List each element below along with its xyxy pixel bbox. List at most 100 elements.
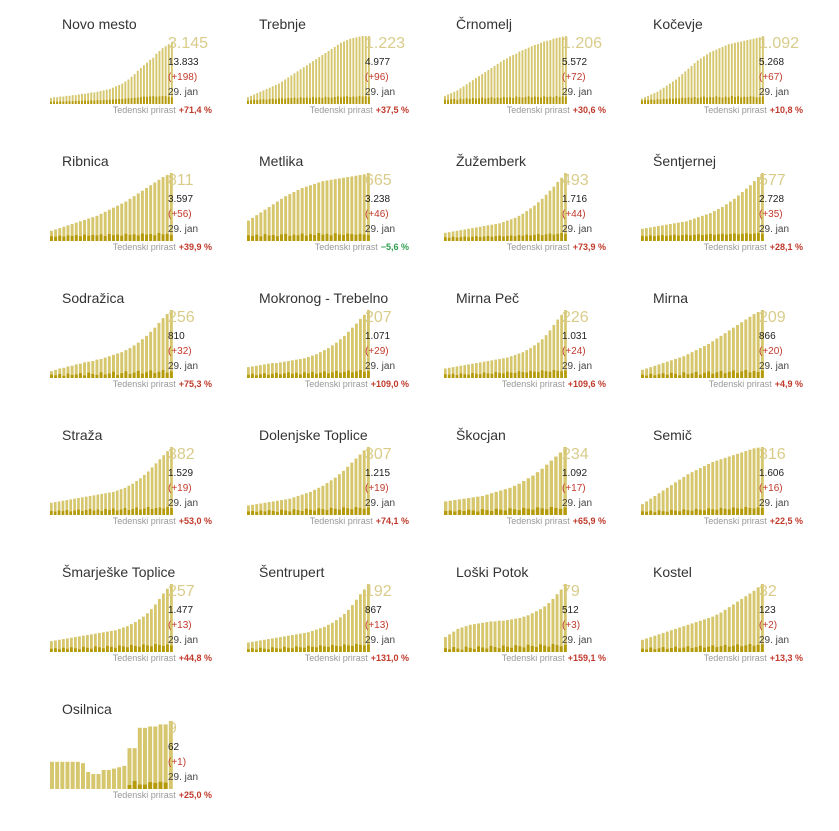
- total-bar: [170, 447, 173, 515]
- new-cases-bar: [515, 96, 518, 104]
- new-cases-bar: [723, 508, 727, 515]
- new-cases-bar: [366, 235, 370, 241]
- total-cases-value: 3.238: [365, 194, 391, 205]
- new-cases-bar: [74, 648, 77, 652]
- new-cases-bar: [665, 235, 668, 241]
- total-bar: [674, 482, 677, 515]
- weekly-growth-value: −5,6 %: [380, 242, 409, 252]
- new-cases-bar: [50, 374, 53, 378]
- new-cases-bar: [645, 236, 648, 241]
- total-bar: [247, 220, 250, 241]
- new-cases-bar: [363, 371, 366, 378]
- total-bar: [513, 217, 517, 241]
- total-bar: [50, 761, 54, 789]
- new-cases-bar: [734, 97, 736, 104]
- total-bar: [153, 726, 158, 789]
- municipality-name: Loški Potok: [456, 564, 529, 580]
- total-bar: [265, 89, 268, 104]
- total-bar: [50, 97, 52, 104]
- municipality-card: Žužemberk 493 1.716 (+44) 29. jan Tedenski pr…: [444, 153, 646, 283]
- total-bar: [162, 593, 165, 652]
- total-bar: [711, 341, 715, 378]
- new-cases-bar: [296, 98, 299, 104]
- new-cases-bar: [347, 645, 350, 652]
- total-bar: [330, 48, 333, 104]
- new-cases-bar: [724, 96, 727, 104]
- new-cases-bar: [462, 511, 466, 515]
- total-bar: [355, 599, 358, 652]
- total-bar: [466, 498, 471, 515]
- total-bar: [288, 498, 292, 515]
- new-cases-bar: [649, 235, 652, 241]
- new-cases-bar: [530, 97, 533, 104]
- total-bar: [153, 182, 157, 241]
- new-cases-bar: [65, 101, 68, 104]
- new-cases-bar: [153, 783, 158, 789]
- total-bar: [60, 761, 65, 789]
- total-bar: [358, 454, 362, 515]
- total-bar: [87, 93, 90, 104]
- weekly-growth-label: Tedenski prirast: [501, 379, 565, 389]
- total-bar: [674, 628, 677, 652]
- total-bar: [251, 504, 255, 515]
- sparkline-chart: [50, 584, 173, 652]
- total-bar: [524, 48, 527, 104]
- new-cases-bar: [350, 234, 354, 241]
- new-cases-bar: [531, 509, 535, 515]
- total-bar: [659, 89, 662, 104]
- total-bar: [689, 219, 692, 241]
- total-bar: [559, 589, 563, 652]
- new-cases-bar: [271, 373, 274, 378]
- new-cases-bar: [641, 648, 644, 652]
- total-bar: [506, 620, 509, 652]
- new-cases-bar: [672, 98, 674, 104]
- total-bar: [657, 634, 661, 652]
- total-bar: [641, 504, 644, 515]
- new-cases-bar: [506, 97, 508, 104]
- active-cases-value: 32: [759, 583, 777, 600]
- new-cases-bar: [524, 96, 527, 104]
- total-bar: [74, 637, 77, 652]
- new-cases-bar: [756, 644, 760, 652]
- new-cases-bar: [124, 233, 128, 241]
- total-bar: [291, 360, 294, 378]
- new-cases-bar: [149, 96, 152, 104]
- total-bar: [262, 90, 265, 104]
- total-bar: [304, 186, 308, 241]
- new-cases-bar: [119, 509, 123, 515]
- total-bar: [690, 65, 693, 104]
- new-cases-bar: [83, 375, 86, 378]
- date-label: 29. jan: [759, 224, 790, 235]
- new-cases-bar: [459, 373, 463, 378]
- total-bar: [157, 179, 161, 241]
- new-cases-bar: [136, 235, 140, 241]
- new-cases-bar: [690, 510, 694, 515]
- new-cases-bar: [456, 648, 460, 652]
- new-cases-bar: [682, 372, 686, 378]
- new-cases-bar: [136, 97, 139, 104]
- new-cases-bar: [87, 372, 91, 378]
- total-bar: [311, 355, 314, 378]
- weekly-growth: Tedenski prirast +28,1 %: [704, 242, 803, 252]
- total-bar: [307, 632, 310, 652]
- total-bar: [292, 497, 296, 515]
- total-bar: [315, 354, 318, 378]
- new-cases-bar: [56, 101, 59, 104]
- new-cases-bar: [543, 96, 546, 104]
- total-cases-value: 1.092: [562, 468, 588, 479]
- new-cases-bar: [537, 372, 540, 378]
- weekly-growth-label: Tedenski prirast: [112, 516, 176, 526]
- total-bar: [447, 94, 449, 104]
- new-cases-bar: [456, 99, 459, 104]
- total-bar: [649, 637, 653, 652]
- new-cases-bar: [661, 373, 665, 378]
- weekly-growth-label: Tedenski prirast: [112, 105, 176, 115]
- total-bar: [169, 310, 173, 378]
- date-label: 29. jan: [168, 87, 199, 98]
- new-cases-bar: [715, 509, 719, 515]
- total-bar: [653, 635, 657, 652]
- new-cases-bar: [70, 374, 74, 378]
- total-bar: [560, 314, 563, 378]
- new-cases-bar: [351, 372, 354, 378]
- new-cases-bar: [727, 509, 731, 515]
